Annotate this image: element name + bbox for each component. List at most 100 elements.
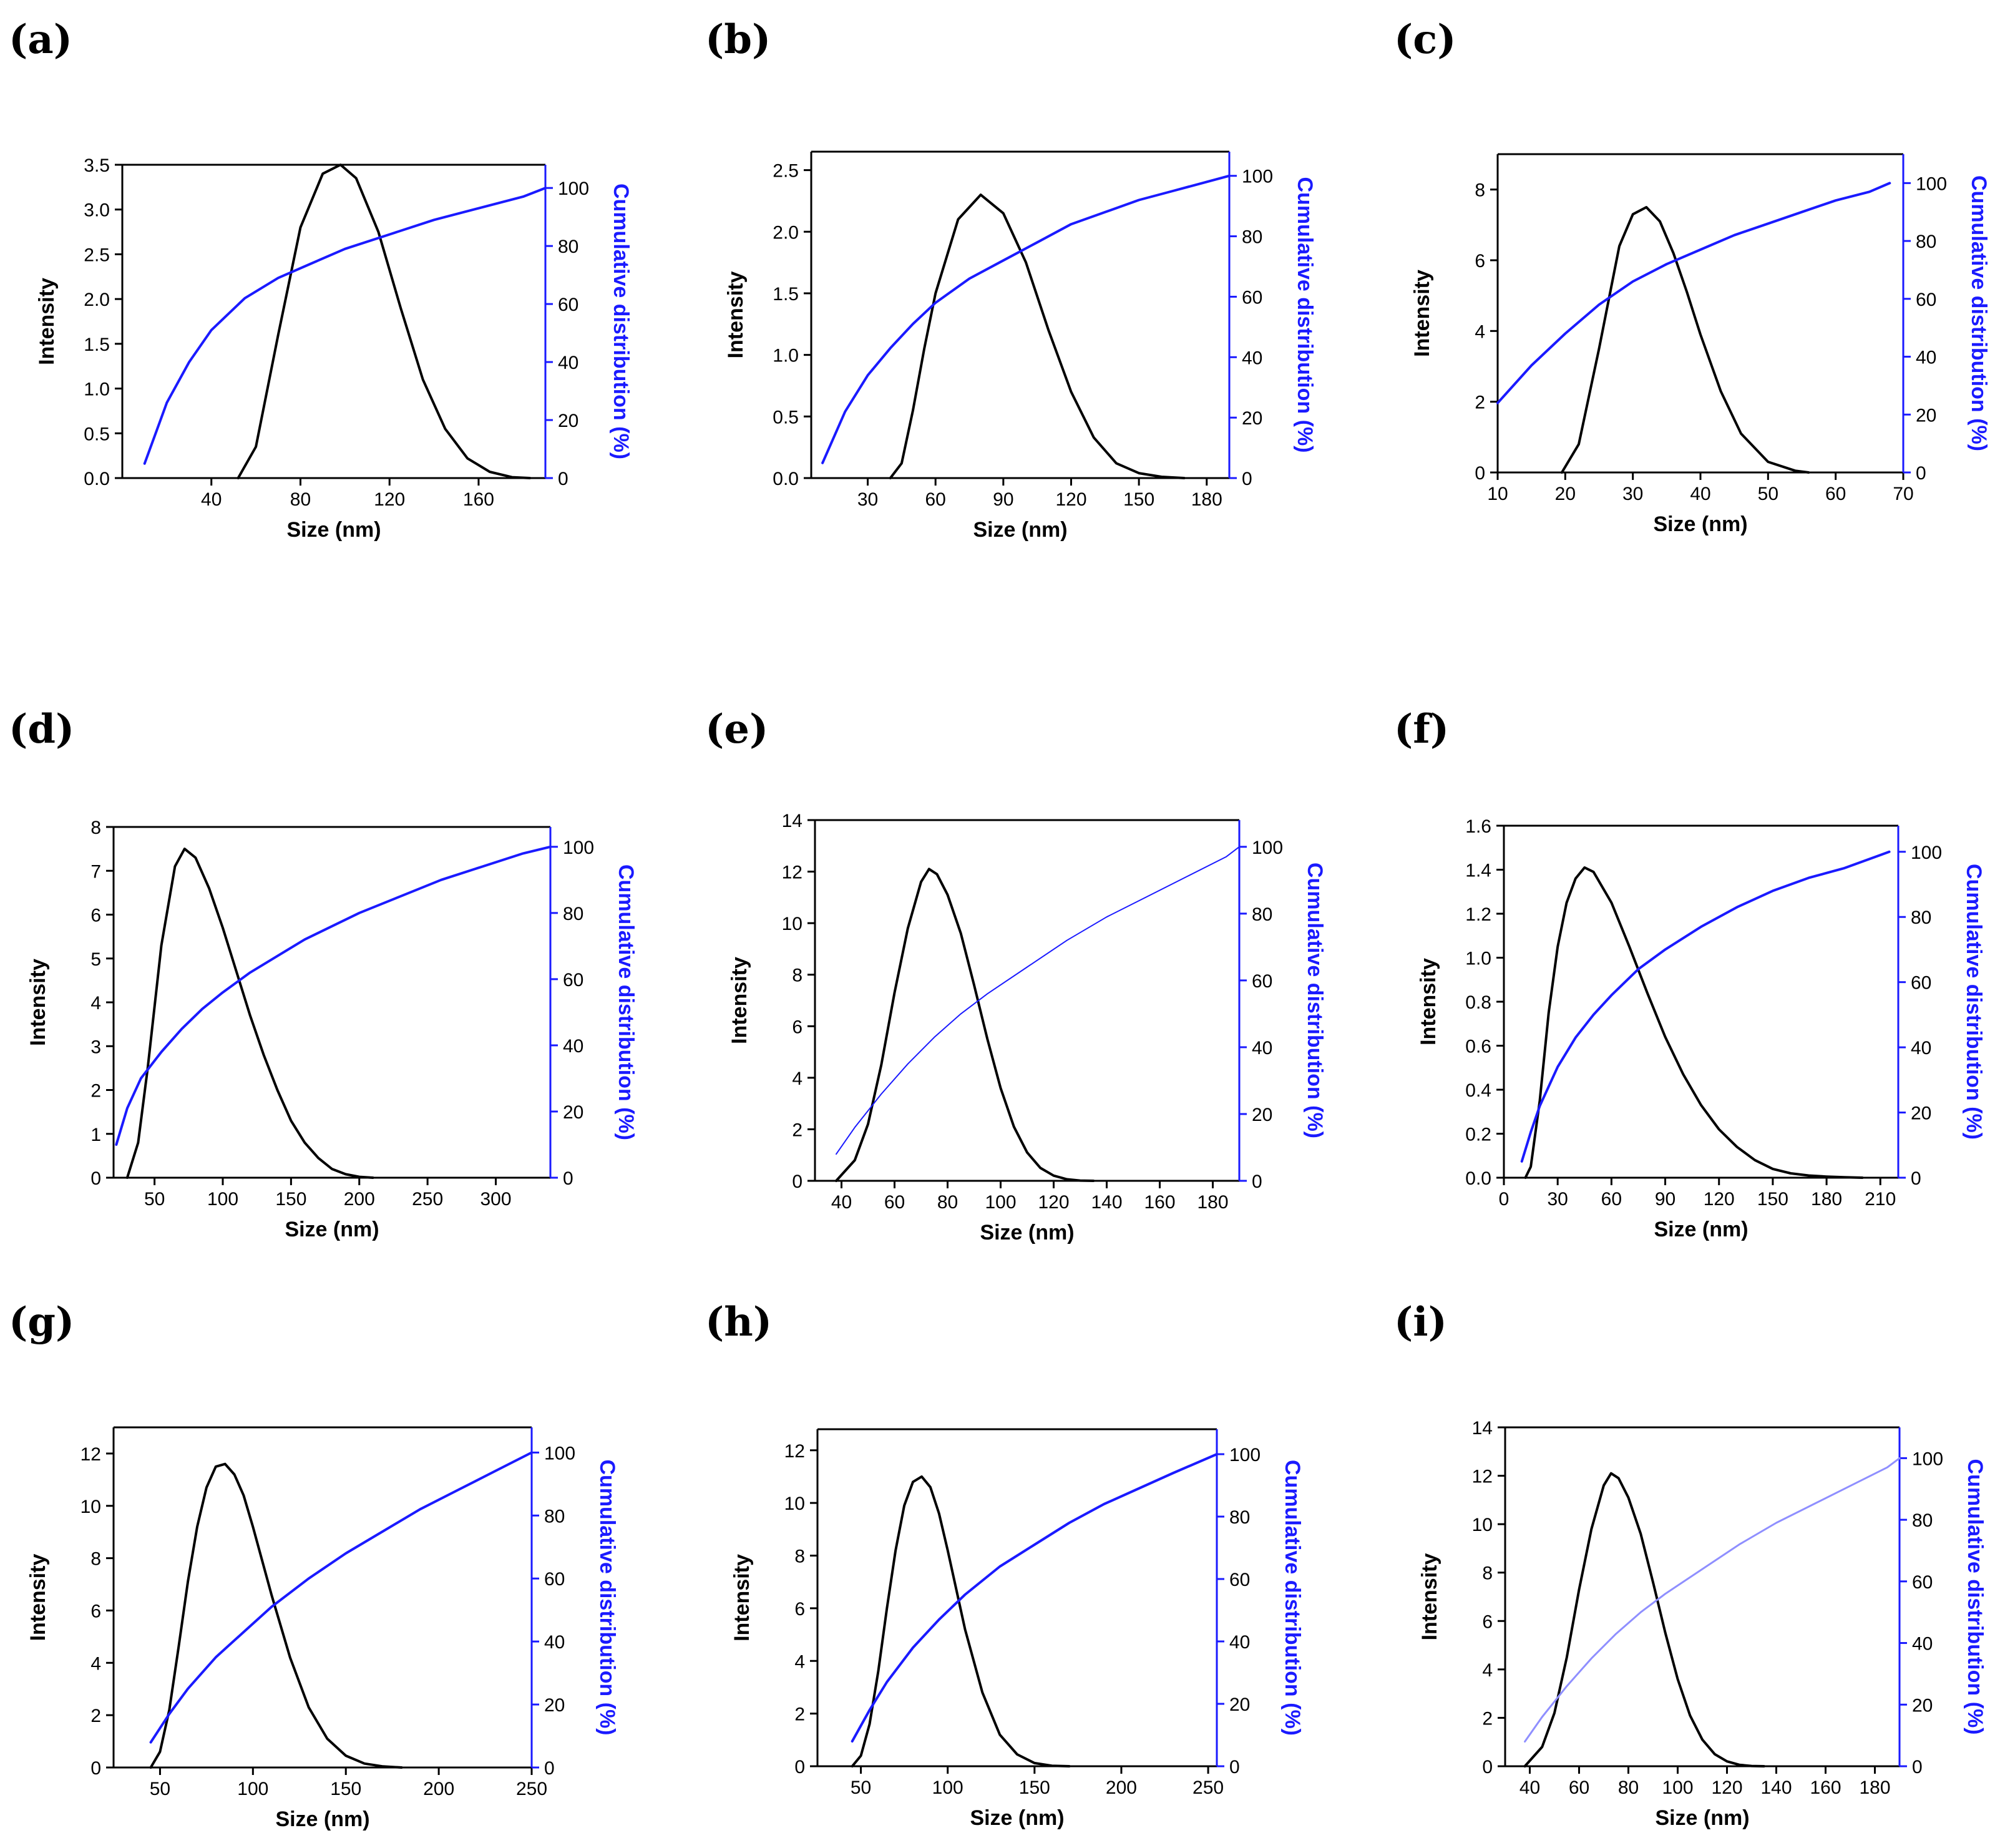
y2-tick-label: 20	[1229, 1694, 1250, 1715]
y2-tick-label: 20	[1916, 405, 1936, 426]
chart-panel-d: (d)50 100 150 200 250 30001234567802040608010…	[9, 706, 638, 1241]
y2-tick-label: 80	[1911, 907, 1931, 928]
x-tick-label: 140	[1760, 1777, 1792, 1798]
y-axis-title: Intensity	[724, 271, 748, 359]
y2-tick-label: 20	[1242, 408, 1262, 429]
x-axis-title: Size (nm)	[973, 518, 1067, 542]
panel-label: (e)	[705, 706, 768, 753]
y-tick-label: 2.5	[84, 245, 110, 265]
x-tick-label: 100	[932, 1777, 963, 1798]
y-tick-label: 1.6	[1465, 816, 1491, 837]
y2-tick-label: 40	[1252, 1038, 1272, 1058]
y-tick-label: 8	[794, 1547, 805, 1567]
x-tick-label: 150	[1019, 1777, 1050, 1798]
intensity-line	[1560, 206, 1810, 474]
y2-tick-label: 0	[1252, 1171, 1262, 1192]
y2-tick-label: 0	[1229, 1757, 1240, 1777]
y-tick-label: 1.0	[1465, 949, 1491, 969]
x-tick-label: 180	[1859, 1777, 1890, 1798]
chart-panel-f: (f) 0 30 60 90 120 150 180 210 0.0 0.2 0.4 0.6 0.8 1.0…	[1394, 706, 1986, 1241]
y-tick-label: 3	[90, 1037, 101, 1057]
x-tick-label: 150	[1123, 489, 1154, 510]
y2-tick-label: 20	[1912, 1695, 1933, 1716]
y2-tick-label: 100	[1229, 1445, 1261, 1465]
x-tick-label: 60	[884, 1192, 905, 1213]
y-tick-label: 3.5	[84, 155, 110, 176]
y-tick-label: 4	[1475, 321, 1485, 342]
y2-axis-title: Cumulative distribution (%)	[1303, 863, 1327, 1138]
x-tick-label: 40	[1690, 484, 1710, 504]
y2-tick-label: 80	[558, 237, 578, 257]
x-tick-label: 180	[1191, 489, 1222, 510]
y2-tick-label: 0	[1242, 469, 1252, 489]
y-tick-label: 0	[1475, 463, 1485, 484]
y-tick-label: 0.8	[1465, 992, 1491, 1013]
y2-tick-label: 60	[1229, 1570, 1250, 1590]
y-tick-label: 1.5	[84, 335, 110, 355]
x-tick-label: 80	[1618, 1777, 1639, 1798]
x-tick-label: 60	[1569, 1777, 1589, 1798]
y-tick-label: 0	[792, 1171, 802, 1192]
y2-tick-label: 40	[544, 1632, 565, 1653]
y2-tick-label: 100	[1252, 838, 1283, 858]
x-tick-label: 40	[831, 1192, 852, 1213]
cumulative-distribution-line	[143, 187, 547, 465]
x-tick-label: 50	[144, 1189, 165, 1210]
y-tick-label: 2.5	[773, 161, 799, 182]
x-tick-label: 50	[150, 1779, 170, 1799]
x-tick-label: 250	[516, 1779, 547, 1799]
y2-axis-title: Cumulative distribution (%)	[1963, 1459, 1987, 1735]
y-tick-label: 2	[90, 1706, 101, 1726]
cumulative-distribution-line	[149, 1451, 533, 1744]
x-tick-label: 250	[412, 1189, 443, 1210]
x-axis-title: Size (nm)	[286, 518, 381, 542]
y2-axis-title: Cumulative distribution (%)	[1280, 1460, 1304, 1736]
intensity-line	[1524, 866, 1864, 1179]
intensity-line	[125, 848, 374, 1179]
x-tick-label: 100	[207, 1189, 238, 1210]
y-tick-label: 0.2	[1465, 1125, 1491, 1145]
x-tick-label: 80	[937, 1192, 958, 1213]
y2-tick-label: 80	[563, 904, 583, 924]
x-axis-title: Size (nm)	[275, 1807, 369, 1831]
y2-tick-label: 80	[544, 1506, 565, 1527]
y-tick-label: 6	[90, 1601, 101, 1621]
panel-label: (i)	[1394, 1299, 1447, 1346]
y-tick-label: 0.6	[1465, 1037, 1491, 1057]
panel-label: (f)	[1394, 706, 1449, 753]
y-tick-label: 6	[90, 906, 101, 926]
panel-label: (b)	[705, 16, 771, 63]
y-tick-label: 0	[794, 1757, 805, 1777]
x-tick-label: 80	[290, 489, 311, 510]
x-axis-title: Size (nm)	[1655, 1806, 1749, 1830]
y-tick-label: 14	[782, 811, 802, 831]
y-tick-label: 4	[792, 1068, 802, 1089]
y-axis-title: Intensity	[730, 1554, 754, 1641]
y2-tick-label: 80	[1912, 1510, 1933, 1531]
y-tick-label: 0.0	[84, 469, 110, 489]
y2-tick-label: 40	[1911, 1038, 1931, 1058]
cumulative-distribution-line	[821, 174, 1231, 464]
y-tick-label: 8	[792, 966, 802, 986]
x-tick-label: 210	[1865, 1189, 1896, 1210]
chart-panel-i: (i)40 60 80 100 120 140 160 1800246810121402040…	[1394, 1299, 1987, 1830]
y2-tick-label: 60	[563, 970, 583, 990]
y2-tick-label: 40	[1229, 1632, 1250, 1653]
y2-tick-label: 40	[563, 1036, 583, 1057]
y-tick-label: 4	[90, 993, 101, 1014]
y2-tick-label: 0	[1916, 463, 1926, 484]
chart-panel-b: (b) 30 60 90 120 150 180 0.0 0.5 1.0 1.5 2.0 2.5 0 20 4…	[705, 16, 1317, 542]
y-tick-label: 0	[90, 1758, 101, 1779]
y2-tick-label: 60	[558, 295, 578, 315]
y-tick-label: 12	[1472, 1467, 1493, 1487]
cumulative-distribution-line	[1520, 850, 1891, 1163]
y-tick-label: 6	[794, 1599, 805, 1620]
y2-tick-label: 60	[1242, 287, 1262, 308]
y-tick-label: 12	[782, 863, 802, 883]
intensity-line	[1523, 1472, 1765, 1767]
y-tick-label: 1.5	[773, 284, 799, 305]
panel-label: (d)	[9, 706, 74, 753]
y-axis-title: Intensity	[1418, 1553, 1441, 1641]
